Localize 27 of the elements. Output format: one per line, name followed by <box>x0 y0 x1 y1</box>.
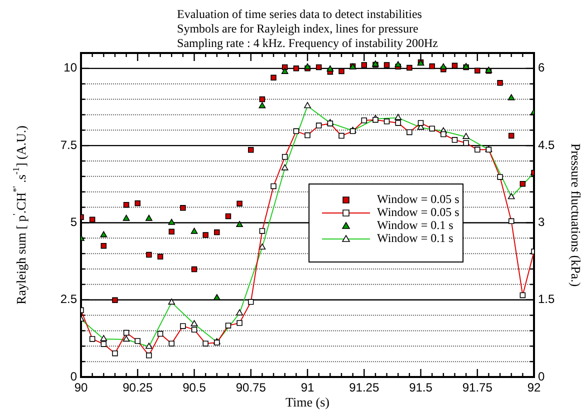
x-tick-label: 90.25 <box>122 380 153 395</box>
chart-title: Evaluation of time series data to detect instabilities Symbols are for Rayleigh index, lines for pressure Sampling rate : 4 kHz. Frequency of instability 200Hz <box>177 7 438 50</box>
x-tick-label: 91.5 <box>409 380 433 395</box>
legend-label: Window = 0.05 s <box>377 192 460 206</box>
x-tick-label: 91.75 <box>462 380 493 395</box>
y2-axis-title: Pressure fluctuations (kPa.) <box>568 143 584 287</box>
y2-tick-label: 6 <box>538 60 545 75</box>
legend-label: Window = 0.05 s <box>377 205 460 220</box>
y2-tick-label: 0 <box>538 369 545 384</box>
x-tick-label: 90.75 <box>236 380 266 395</box>
legend-label: Window = 0.1 s <box>377 218 454 232</box>
x-tick-label: 90 <box>74 380 88 395</box>
legend-label: Window = 0.1 s <box>377 231 454 246</box>
y-tick-label: 5 <box>70 215 78 230</box>
x-axis-title: Time (s) <box>286 394 330 410</box>
y2-tick-label: 1.5 <box>538 292 556 306</box>
x-tick-label: 91 <box>300 380 314 395</box>
y2-tick-label: 3 <box>538 215 545 230</box>
y-axis-title: Rayleigh sum [ p'.CH*' .s-1] (A.U.) <box>11 126 28 304</box>
y-tick-label: 7.5 <box>60 138 78 152</box>
x-tick-label: 90.5 <box>182 380 206 395</box>
x-tick-label: 92 <box>527 380 541 395</box>
y-tick-label: 0 <box>70 369 78 384</box>
x-tick-label: 91.25 <box>349 380 380 395</box>
y2-tick-label: 4.5 <box>538 138 556 152</box>
y-tick-label: 10 <box>64 60 78 75</box>
y-tick-label: 2.5 <box>60 292 78 306</box>
